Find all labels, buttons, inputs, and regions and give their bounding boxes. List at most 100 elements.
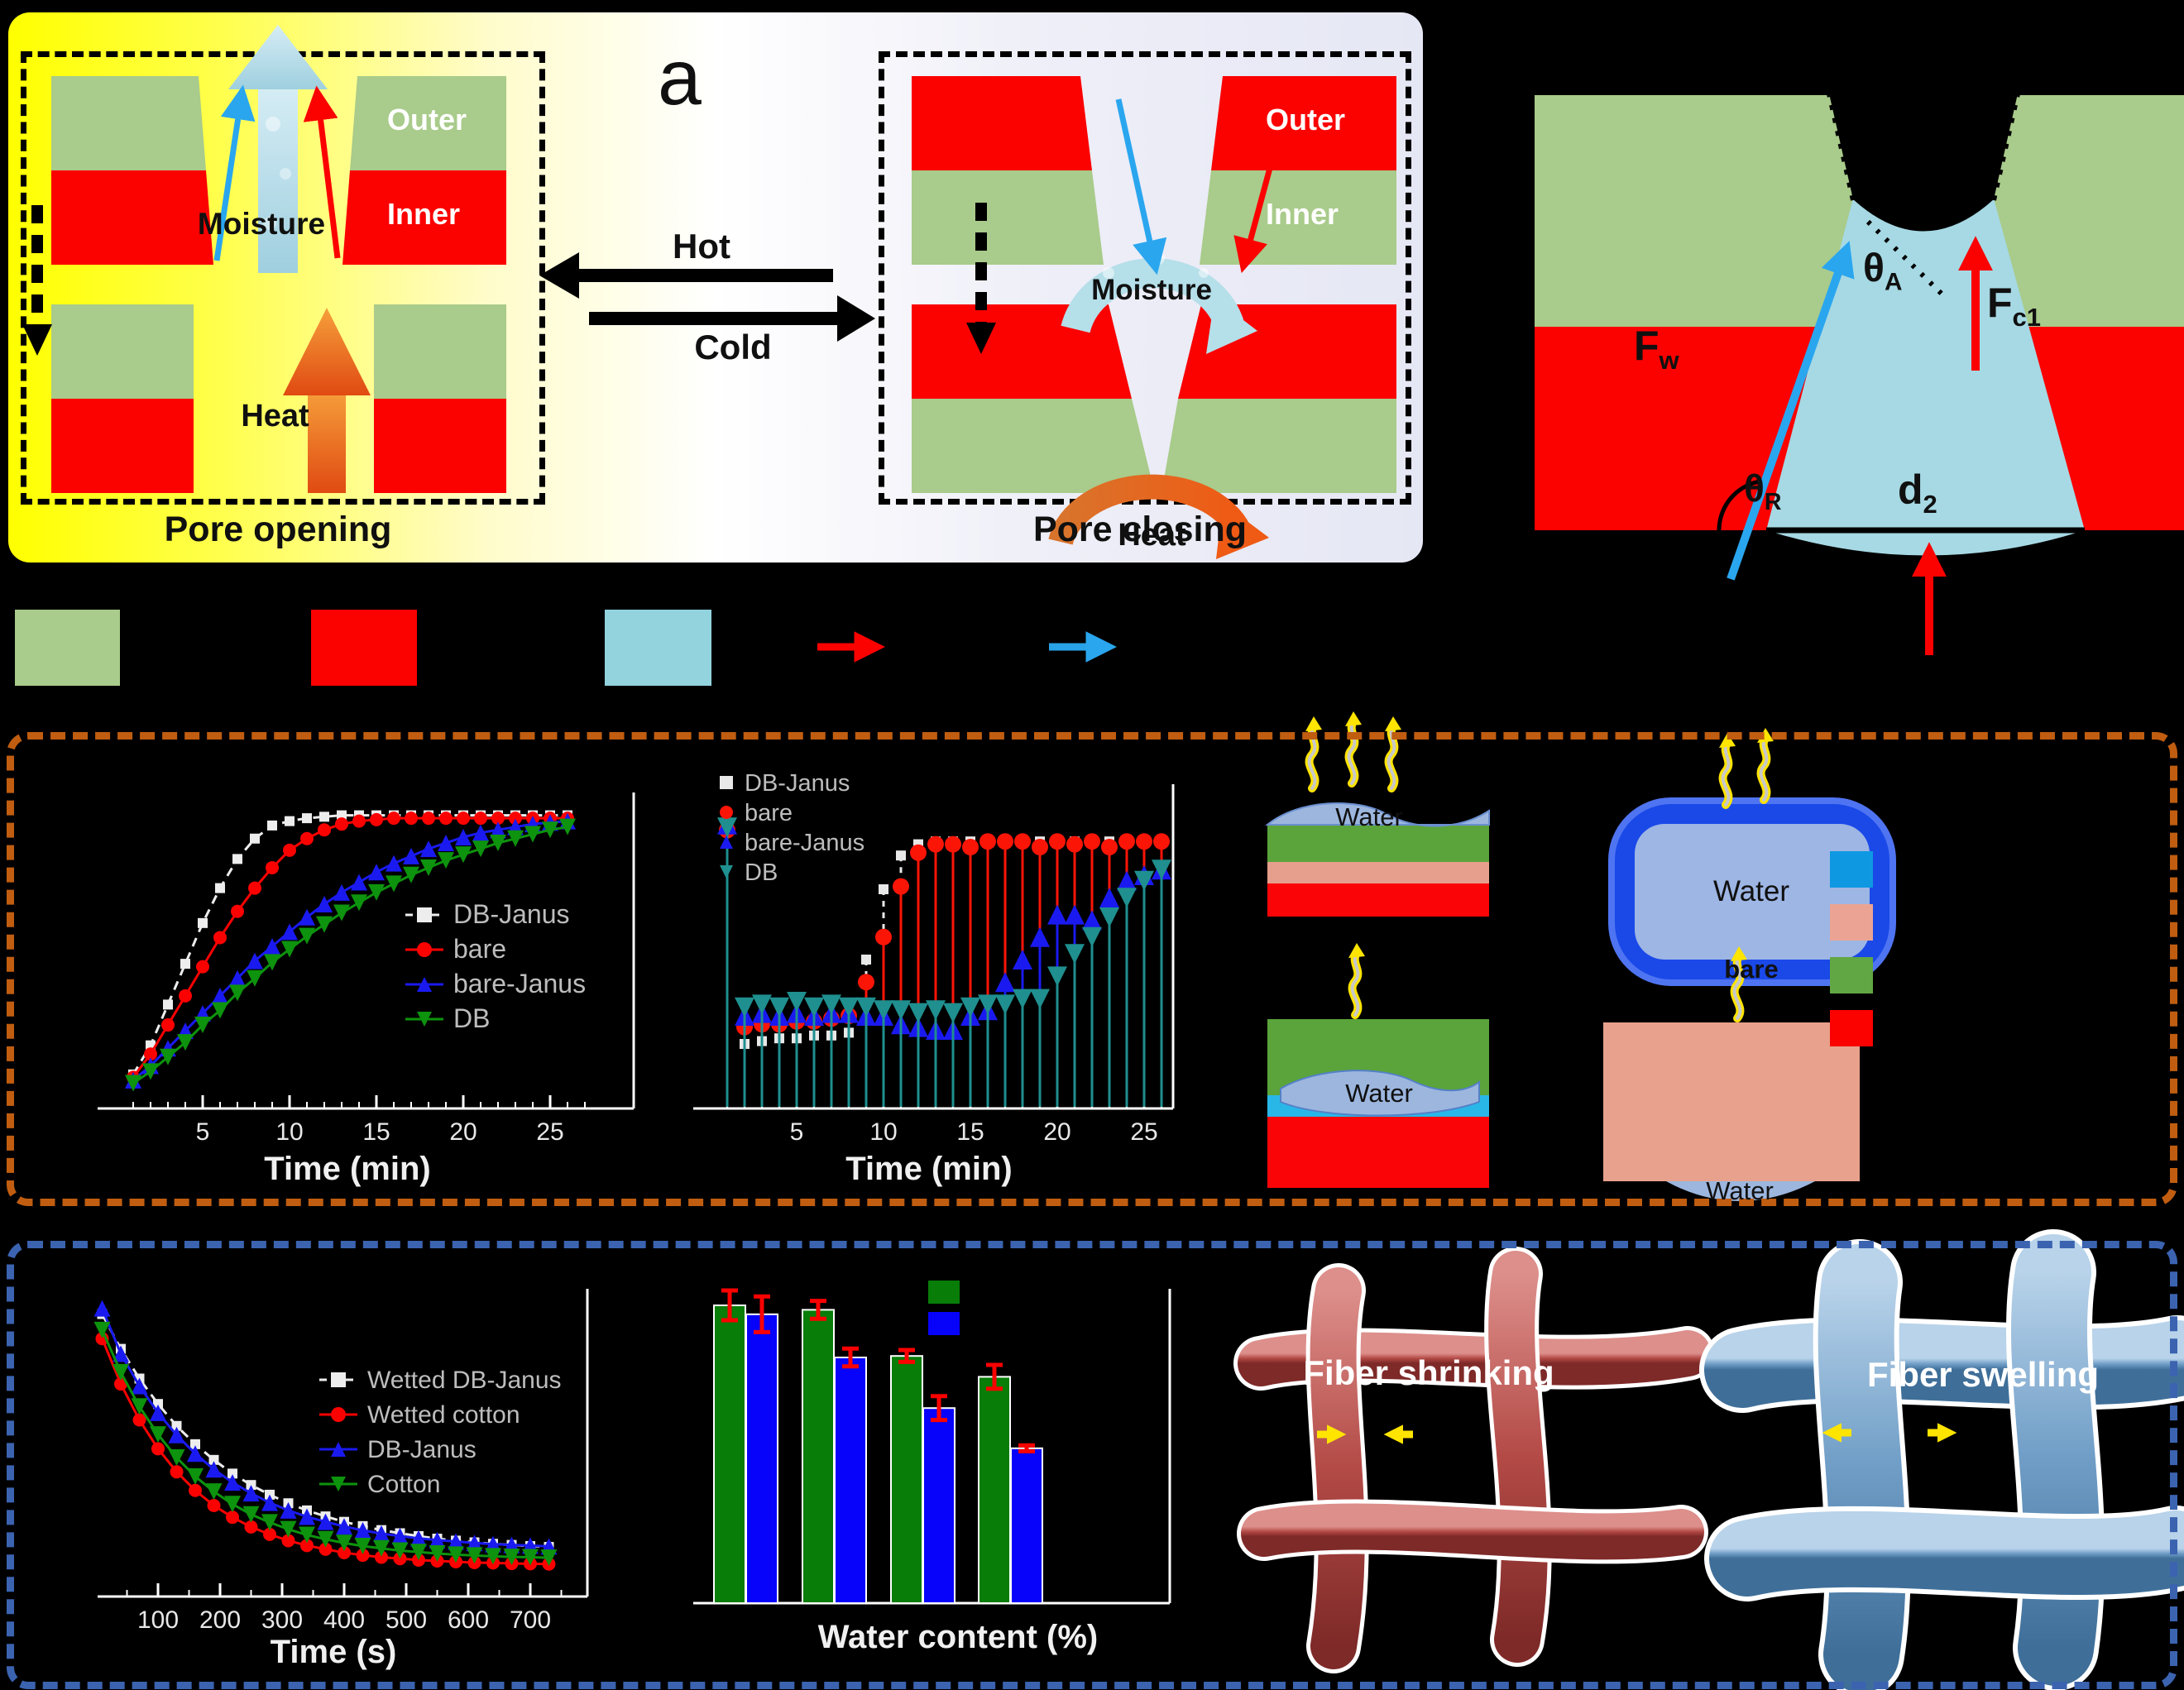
heat-label-left: Heat bbox=[241, 399, 309, 433]
svg-text:DB-Janus: DB-Janus bbox=[367, 1436, 477, 1463]
capillary-force-diagram bbox=[1535, 45, 2184, 655]
thickness-dashed-arrow-icon bbox=[22, 205, 52, 356]
steam-arrow-icon bbox=[1730, 946, 1747, 1022]
svg-text:Water content (%): Water content (%) bbox=[818, 1619, 1099, 1655]
trapped-water bbox=[1280, 1070, 1480, 1117]
hydrophilic-block-schematic bbox=[1603, 1022, 1860, 1201]
water-content-chart: Water content (%) bbox=[693, 1281, 1171, 1655]
outer-label-left: Outer bbox=[386, 103, 467, 136]
svg-text:Time (min): Time (min) bbox=[845, 1151, 1013, 1187]
svg-text:400: 400 bbox=[323, 1606, 365, 1634]
water-label-1: Water bbox=[1335, 802, 1403, 831]
swell-arrows-icon bbox=[1822, 1418, 1995, 1443]
svg-text:bare: bare bbox=[453, 934, 506, 964]
heat-label-right: Heat bbox=[1118, 518, 1186, 553]
svg-text:15: 15 bbox=[956, 1118, 984, 1146]
inner-label-left: Inner bbox=[386, 197, 460, 231]
receding-angle-label: θR bbox=[1744, 467, 1782, 516]
svg-text:15: 15 bbox=[362, 1118, 390, 1146]
svg-text:100: 100 bbox=[137, 1606, 179, 1634]
panel-c-border bbox=[7, 1241, 2177, 1689]
legend-swatch-outer-layer bbox=[15, 610, 120, 686]
lower-meniscus bbox=[1766, 530, 2085, 556]
panel-label-a: a bbox=[658, 34, 702, 122]
legend-swatch-inner-layer bbox=[311, 610, 417, 686]
fw-arrow-icon bbox=[1727, 241, 1855, 581]
svg-text:500: 500 bbox=[386, 1606, 427, 1634]
svg-text:Time (min): Time (min) bbox=[264, 1151, 431, 1187]
svg-text:5: 5 bbox=[196, 1118, 210, 1146]
pore-closing-schematic bbox=[912, 76, 1396, 559]
water-label-4: Water bbox=[1706, 1176, 1774, 1205]
svg-text:25: 25 bbox=[536, 1118, 563, 1146]
heat-up-arrow-icon bbox=[283, 308, 371, 493]
moisture-label-left: Moisture bbox=[197, 207, 326, 241]
svg-text:Wetted cotton: Wetted cotton bbox=[367, 1401, 520, 1429]
warm-flow-arrow-icon bbox=[303, 85, 341, 259]
pore-closing-dashed-box bbox=[879, 51, 1411, 505]
wet-fabric-schematic-bottom bbox=[1267, 1019, 1489, 1188]
svg-text:Cotton: Cotton bbox=[367, 1471, 440, 1498]
moisture-up-arrow-icon bbox=[228, 25, 328, 273]
svg-text:20: 20 bbox=[449, 1118, 477, 1146]
advancing-angle-label: θA bbox=[1863, 247, 1903, 296]
pore-opening-schematic bbox=[22, 25, 506, 493]
svg-text:DB: DB bbox=[453, 1003, 490, 1033]
svg-text:Wetted DB-Janus: Wetted DB-Janus bbox=[367, 1367, 562, 1394]
schematic-legend-salmon bbox=[1830, 904, 1873, 941]
svg-text:300: 300 bbox=[261, 1606, 303, 1634]
water-film bbox=[1265, 802, 1490, 827]
schematic-legend-green bbox=[1830, 957, 1873, 993]
cool-inflow-arrow-icon bbox=[1115, 98, 1167, 275]
svg-text:25: 25 bbox=[1130, 1118, 1157, 1146]
svg-text:DB-Janus: DB-Janus bbox=[453, 899, 570, 929]
fiber-swelling-mesh bbox=[1699, 1229, 2184, 1690]
svg-text:bare-Janus: bare-Janus bbox=[745, 830, 864, 856]
upper-meniscus bbox=[1853, 139, 1994, 232]
svg-text:bare-Janus: bare-Janus bbox=[453, 969, 586, 998]
svg-text:20: 20 bbox=[1043, 1118, 1070, 1146]
steam-arrow-icon bbox=[1348, 943, 1365, 1019]
inner-label-right: Inner bbox=[1265, 197, 1339, 231]
hanging-water bbox=[1666, 1181, 1815, 1201]
schematic-legend-blue bbox=[1830, 851, 1873, 888]
svg-text:600: 600 bbox=[448, 1606, 489, 1634]
outer-label-right: Outer bbox=[1265, 103, 1345, 136]
cool-flow-arrow-icon bbox=[213, 84, 256, 261]
water-label-2: Water bbox=[1712, 875, 1790, 907]
evaporation-chart: 100 200 300 400 500 600 700 Time (s) Wetted DB-J… bbox=[93, 1289, 589, 1670]
d2-label: d2 bbox=[1898, 467, 1937, 519]
fiber-shrinking-mesh bbox=[1233, 1247, 1715, 1673]
pore-opening-title: Pore opening bbox=[164, 510, 392, 549]
svg-text:10: 10 bbox=[869, 1118, 897, 1146]
water-label-3: Water bbox=[1345, 1079, 1413, 1108]
warm-inflow-arrow-icon bbox=[1233, 97, 1292, 274]
schematic-legend-red bbox=[1830, 1010, 1873, 1046]
svg-text:bare: bare bbox=[745, 800, 793, 826]
moisture-label-right: Moisture bbox=[1091, 274, 1212, 306]
fw-label: Fw bbox=[1634, 323, 1679, 375]
svg-text:700: 700 bbox=[510, 1606, 551, 1634]
stem-response-chart: 5 10 15 20 25 Time (min) DB-Janus bare bare-Janu… bbox=[693, 770, 1175, 1187]
panel-b-border bbox=[7, 732, 2177, 1206]
cold-label: Cold bbox=[694, 328, 772, 366]
svg-text:DB: DB bbox=[745, 859, 778, 886]
svg-text:Time (s): Time (s) bbox=[271, 1634, 397, 1670]
pore-closing-title: Pore closing bbox=[1032, 510, 1248, 549]
fiber-swelling-label: Fiber swelling bbox=[1866, 1355, 2100, 1394]
water-column bbox=[1766, 199, 2085, 530]
hot-arrow-icon bbox=[539, 252, 833, 299]
wicking-chart: 5 10 15 20 25 Time (min) DB-Janus bare bare-Janu… bbox=[98, 792, 635, 1187]
fiber-shrinking-label: Fiber shrinking bbox=[1303, 1353, 1554, 1392]
svg-text:DB-Janus: DB-Janus bbox=[745, 770, 850, 797]
hot-label: Hot bbox=[673, 227, 730, 266]
bare-label: bare bbox=[1724, 955, 1779, 984]
legend-swatch-water bbox=[605, 610, 711, 686]
steam-arrow-icon bbox=[1718, 733, 1736, 809]
thickness-dashed-arrow-icon bbox=[966, 203, 996, 354]
receding-angle-arc bbox=[1717, 478, 1770, 531]
heat-arc-arrow-icon bbox=[1048, 474, 1269, 559]
cold-arrow-icon bbox=[589, 295, 875, 342]
bare-droplet-schematic bbox=[1608, 797, 1896, 986]
